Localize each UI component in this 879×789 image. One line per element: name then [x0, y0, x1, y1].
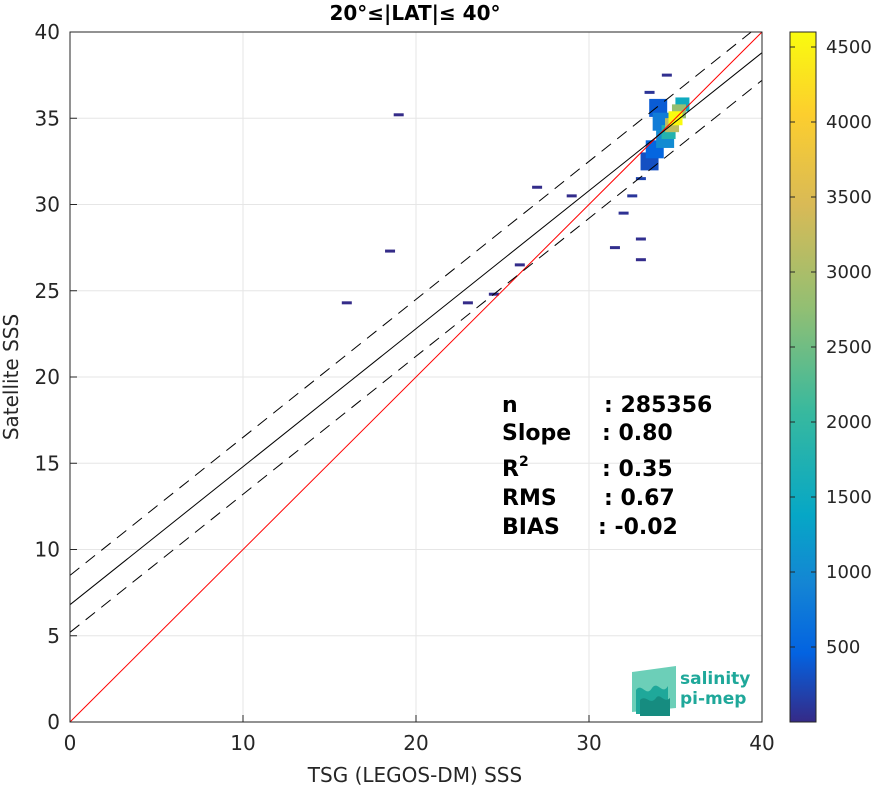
density-cell	[649, 98, 668, 117]
y-axis: 0 5 10 15 20 25 30 35 40	[35, 20, 77, 734]
density-cell	[462, 301, 473, 305]
density-cell	[635, 177, 646, 181]
x-tick-label: 10	[230, 731, 255, 755]
density-cell	[618, 211, 629, 215]
colorbar-tick-label: 3000	[826, 262, 872, 283]
stat-value: : 0.67	[604, 486, 675, 511]
density-cell	[566, 194, 577, 198]
colorbar-tick-label: 4500	[826, 37, 872, 58]
stat-value: : 0.35	[602, 457, 673, 482]
fit-lines	[69, 31, 763, 723]
density-cell	[635, 237, 646, 241]
colorbar-tick-label: 1000	[826, 562, 872, 583]
colorbar-tick-label: 1500	[826, 487, 872, 508]
density-cell	[532, 185, 543, 189]
logo-text-pi-mep: pi-mep	[680, 689, 746, 709]
x-tick-label: 30	[576, 731, 601, 755]
density-cell	[514, 263, 525, 267]
logo-mark-icon	[632, 666, 676, 716]
stat-label: n	[502, 393, 518, 418]
y-tick-label: 20	[35, 365, 60, 389]
salinity-pi-mep-logo: salinity pi-mep	[632, 666, 750, 716]
stat-label: BIAS	[502, 515, 560, 540]
y-tick-label: 15	[35, 451, 60, 475]
x-axis-title: TSG (LEGOS-DM) SSS	[307, 763, 522, 787]
colorbar-tick-label: 2500	[826, 337, 872, 358]
density-cell	[644, 90, 655, 94]
density-cell	[661, 73, 672, 77]
regression-line	[69, 52, 763, 606]
chart-title: 20°≤|LAT|≤ 40°	[329, 1, 500, 25]
density-cell	[627, 194, 638, 198]
density-cell	[385, 249, 396, 253]
colorbar-tick-label: 2000	[826, 412, 872, 433]
regression-lower-line	[69, 79, 763, 633]
density-cell	[609, 246, 620, 250]
colorbar-ticks: 500 1000 1500 2000 2500 3000 3500 4000 4500	[790, 37, 872, 658]
y-tick-label: 0	[47, 710, 60, 734]
y-tick-label: 25	[35, 279, 60, 303]
y-tick-label: 35	[35, 106, 60, 130]
colorbar-tick-label: 4000	[826, 112, 872, 133]
density-cell	[393, 113, 404, 117]
density-cell	[341, 301, 352, 305]
stat-value: : 285356	[604, 393, 712, 418]
colorbar: 500 1000 1500 2000 2500 3000 3500 4000 4500	[789, 31, 872, 723]
y-axis-title: Satellite SSS	[0, 314, 23, 440]
y-tick-label: 5	[47, 624, 60, 648]
stat-label: RMS	[502, 486, 557, 511]
plot-area	[69, 31, 763, 723]
stat-label: Slope	[502, 421, 571, 446]
logo-text-salinity: salinity	[680, 669, 750, 689]
y-tick-label: 40	[35, 20, 60, 44]
colorbar-gradient	[789, 31, 817, 723]
identity-line	[69, 31, 763, 723]
density-cell	[635, 258, 646, 262]
density-cells	[341, 73, 690, 305]
stat-value: : 0.80	[602, 421, 673, 446]
x-tick-label: 40	[749, 731, 774, 755]
x-tick-label: 0	[64, 731, 77, 755]
x-axis: 0 10 20 30 40	[64, 715, 775, 755]
y-tick-label: 10	[35, 538, 60, 562]
regression-upper-line	[69, 31, 752, 576]
stat-value: : -0.02	[598, 515, 678, 540]
colorbar-tick-label: 3500	[826, 187, 872, 208]
colorbar-tick-label: 500	[826, 637, 860, 658]
stat-label-sup: 2	[519, 454, 529, 470]
x-tick-label: 20	[403, 731, 428, 755]
y-tick-label: 30	[35, 193, 60, 217]
